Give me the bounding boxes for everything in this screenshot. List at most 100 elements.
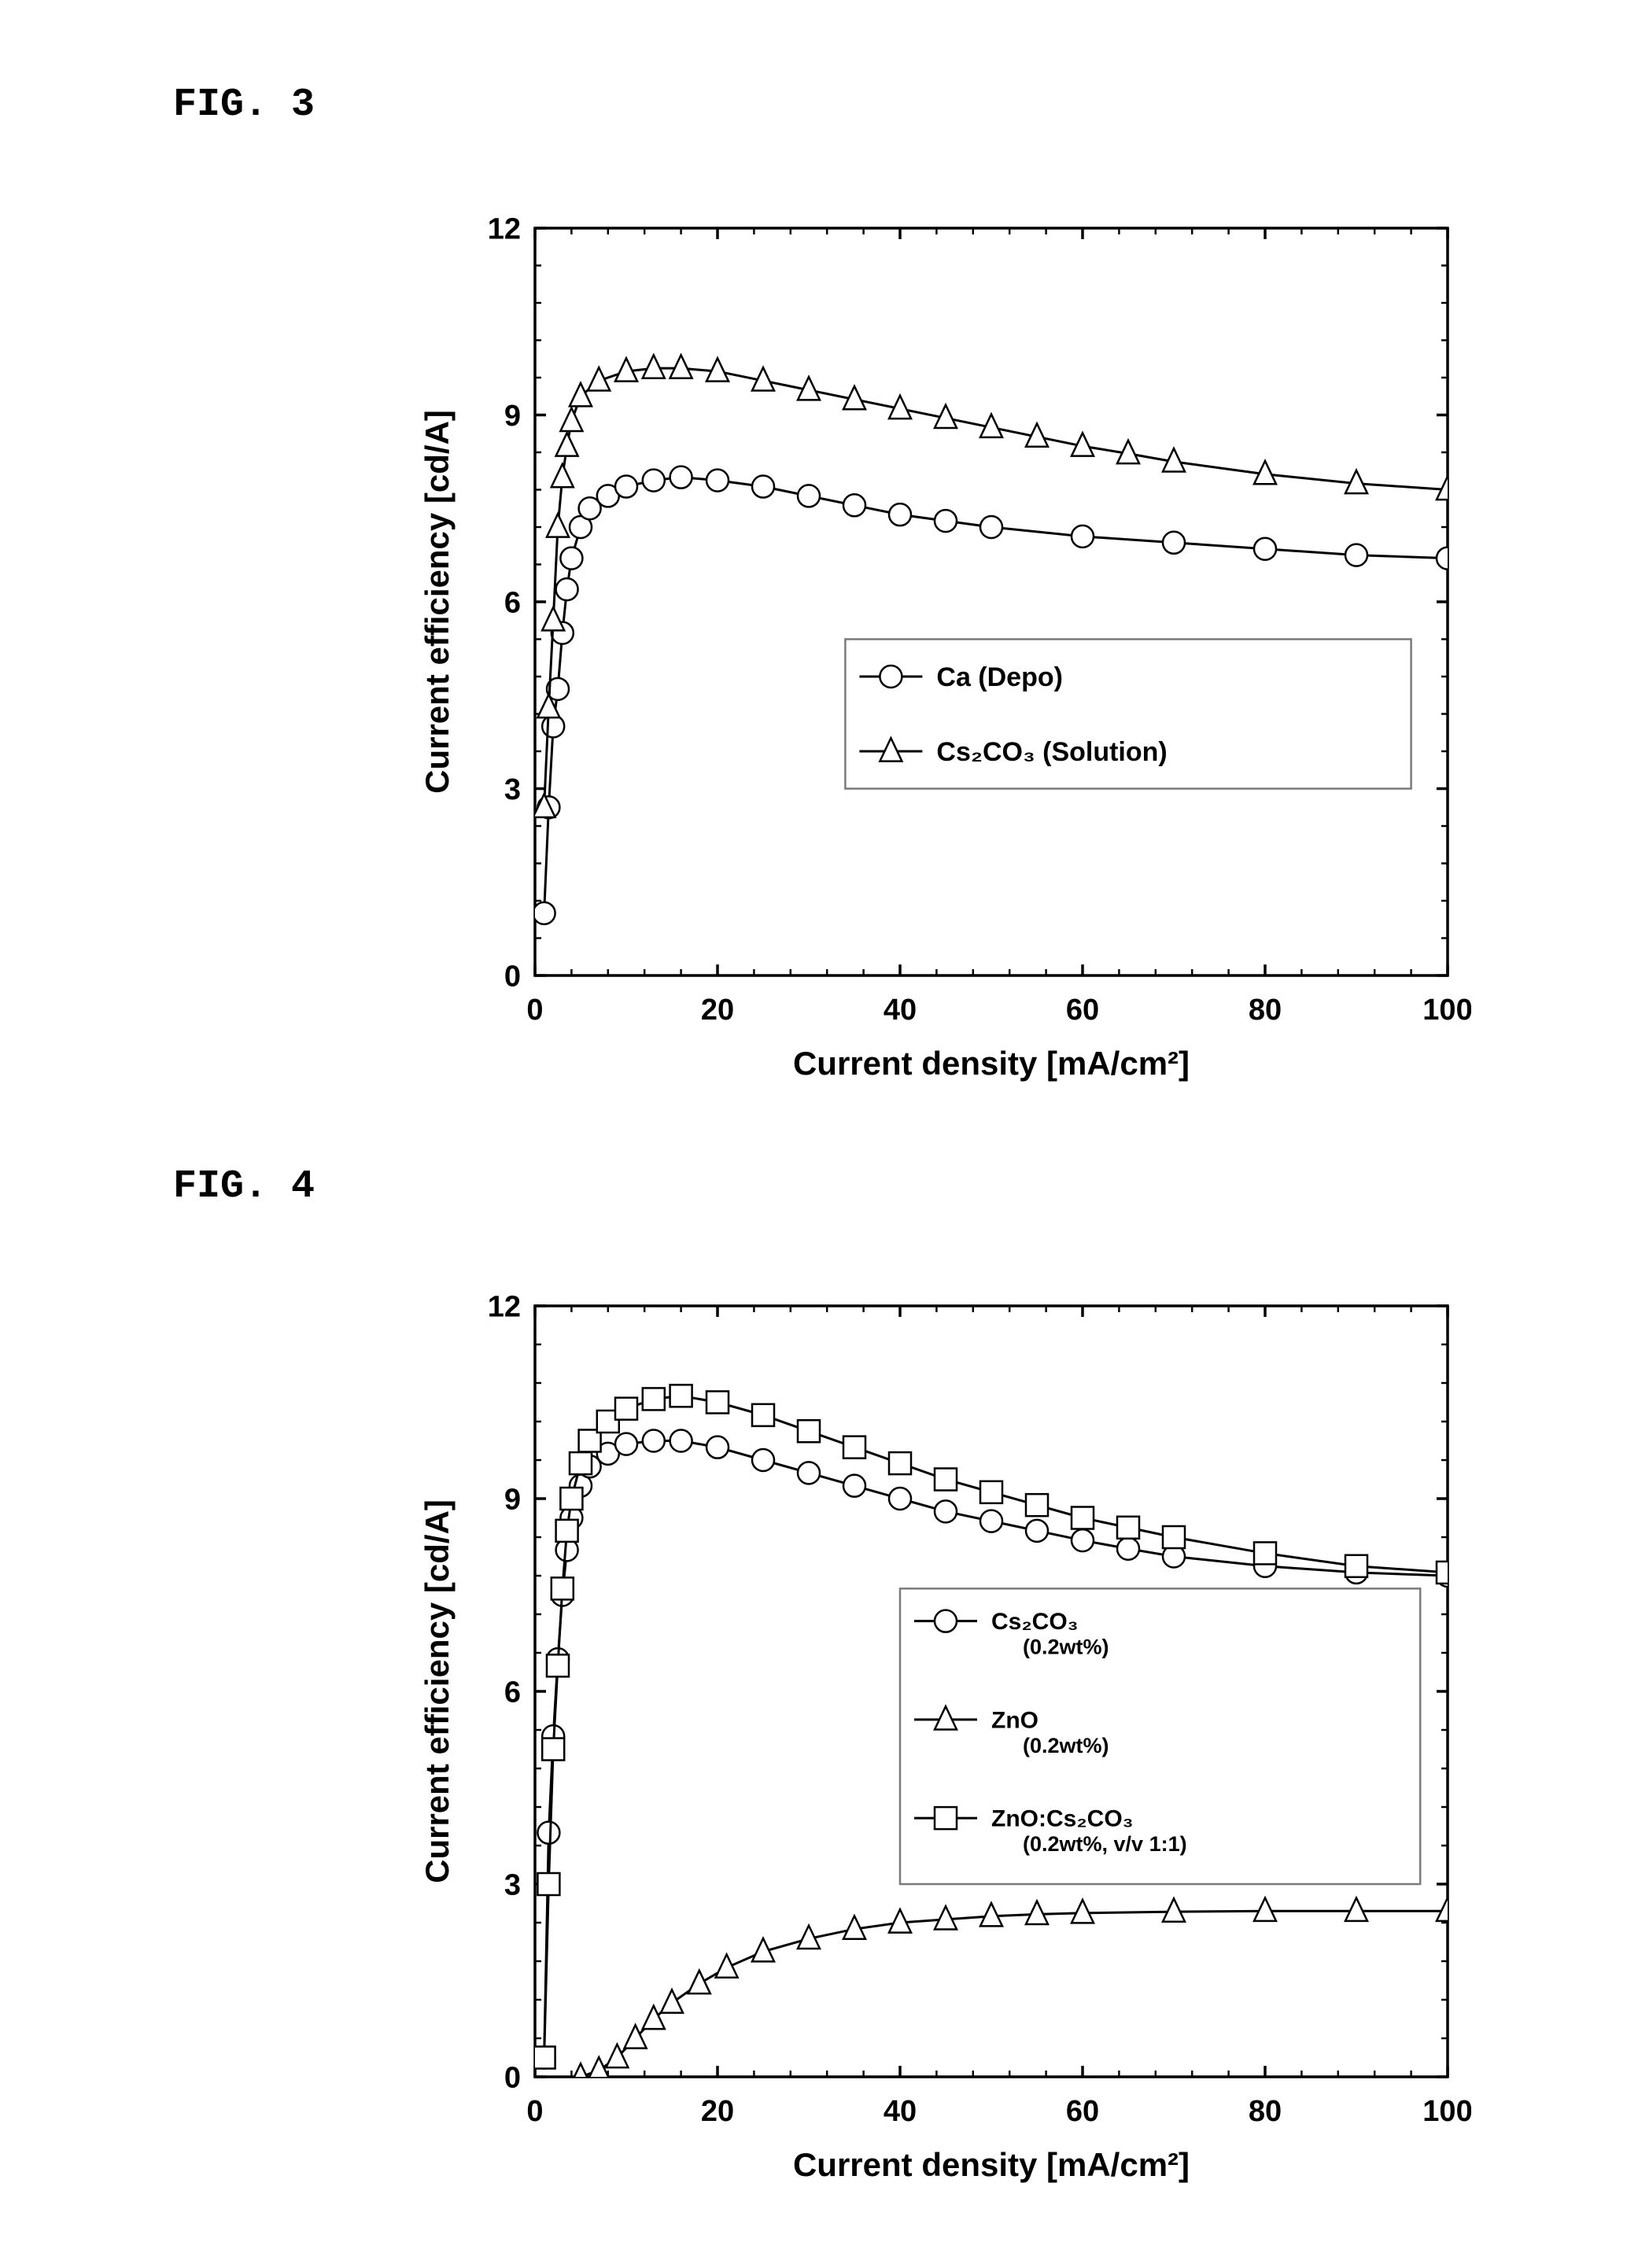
series-marker-s0	[1163, 532, 1185, 554]
series-marker-s0	[752, 1449, 774, 1471]
chart-fig4: 0 20 40 60 80 100 0 3 6 9 12 Current density [mA/cm…	[370, 1282, 1471, 2211]
series-marker-s0	[537, 1822, 559, 1844]
series-marker-s2	[560, 1488, 582, 1510]
y-tick-label: 9	[504, 400, 521, 433]
y-tick-label: 9	[504, 1483, 521, 1516]
x-axis-label: Current density [mA/cm²]	[793, 2146, 1190, 2183]
series-marker-s2	[1254, 1542, 1276, 1564]
y-tick-label: 0	[504, 2061, 521, 2094]
x-tick-label: 0	[526, 2095, 543, 2128]
series-marker-s0	[752, 476, 774, 498]
x-tick-label: 80	[1249, 2095, 1282, 2128]
x-tick-label: 60	[1066, 994, 1099, 1027]
series-marker-s2	[537, 1873, 559, 1895]
y-tick-label: 3	[504, 773, 521, 806]
legend-sample-marker	[880, 666, 902, 688]
legend-sample-marker	[935, 1610, 957, 1632]
series-marker-s2	[798, 1420, 820, 1442]
x-tick-label: 80	[1249, 994, 1282, 1027]
series-marker-s0	[980, 516, 1002, 538]
series-marker-s2	[1345, 1555, 1367, 1577]
series-marker-s2	[1437, 1562, 1459, 1584]
series-marker-s2	[1072, 1507, 1094, 1529]
figure-3-label: FIG. 3	[173, 83, 315, 127]
x-tick-label: 100	[1422, 2095, 1471, 2128]
series-marker-s0	[556, 578, 578, 600]
series-marker-s0	[670, 1430, 692, 1452]
series-marker-s2	[843, 1436, 865, 1459]
series-marker-s0	[1345, 544, 1367, 566]
series-marker-s2	[533, 2047, 555, 2069]
series-marker-s0	[542, 715, 564, 737]
series-marker-s0	[615, 476, 637, 498]
series-marker-s0	[1117, 1538, 1139, 1560]
series-marker-s0	[1072, 1529, 1094, 1551]
series-marker-s0	[560, 548, 582, 570]
x-tick-label: 20	[701, 994, 734, 1027]
series-marker-s0	[798, 485, 820, 507]
y-tick-label: 6	[504, 1676, 521, 1709]
series-marker-s0	[843, 494, 865, 516]
legend-sublabel: (0.2wt%)	[1023, 1636, 1109, 1659]
series-marker-s0	[643, 470, 665, 492]
y-axis-label: Current efficiency [cd/A]	[419, 1499, 456, 1883]
series-marker-s2	[1026, 1494, 1048, 1516]
y-tick-label: 12	[488, 1290, 521, 1323]
series-marker-s0	[1026, 1520, 1048, 1542]
plot-frame	[535, 228, 1448, 975]
x-axis-label: Current density [mA/cm²]	[793, 1045, 1190, 1082]
series-marker-s2	[670, 1385, 692, 1407]
series-marker-s2	[1117, 1517, 1139, 1539]
series-marker-s0	[935, 1500, 957, 1522]
series-marker-s2	[570, 1452, 592, 1474]
series-marker-s0	[1072, 526, 1094, 548]
series-marker-s0	[843, 1475, 865, 1497]
legend-label: Ca (Depo)	[936, 662, 1063, 692]
series-marker-s2	[980, 1481, 1002, 1503]
x-tick-label: 60	[1066, 2095, 1099, 2128]
series-marker-s2	[706, 1392, 729, 1414]
legend-sublabel: (0.2wt%)	[1023, 1734, 1109, 1757]
x-tick-label: 40	[884, 2095, 917, 2128]
series-marker-s2	[935, 1469, 957, 1491]
chart-fig3: 0 20 40 60 80 100 0 3 6 9 12 Current density [mA/cm…	[370, 205, 1471, 1109]
series-marker-s0	[889, 1488, 911, 1510]
series-marker-s2	[547, 1654, 569, 1676]
series-marker-s0	[615, 1433, 637, 1455]
series-marker-s0	[706, 1436, 729, 1459]
series-marker-s0	[1437, 548, 1459, 570]
series-marker-s2	[556, 1520, 578, 1542]
series-marker-s0	[706, 470, 729, 492]
series-marker-s2	[1163, 1526, 1185, 1548]
legend-label: ZnO:Cs₂CO₃	[991, 1806, 1134, 1832]
legend-sample-marker	[935, 1807, 957, 1829]
series-marker-s2	[552, 1577, 574, 1599]
series-marker-s0	[889, 503, 911, 526]
series-marker-s2	[643, 1388, 665, 1410]
x-tick-label: 20	[701, 2095, 734, 2128]
x-tick-label: 40	[884, 994, 917, 1027]
y-axis-label: Current efficiency [cd/A]	[419, 410, 456, 794]
y-tick-label: 12	[488, 212, 521, 245]
series-marker-s0	[1254, 538, 1276, 560]
series-marker-s0	[980, 1510, 1002, 1532]
y-tick-label: 6	[504, 586, 521, 619]
series-marker-s0	[670, 467, 692, 489]
series-marker-s0	[798, 1462, 820, 1484]
series-marker-s0	[935, 510, 957, 532]
x-tick-label: 100	[1422, 994, 1471, 1027]
legend-sublabel: (0.2wt%, v/v 1:1)	[1023, 1832, 1187, 1856]
series-marker-s2	[889, 1452, 911, 1474]
y-tick-label: 0	[504, 960, 521, 993]
series-marker-s2	[752, 1404, 774, 1426]
legend-label: Cs₂CO₃ (Solution)	[936, 737, 1167, 767]
x-tick-label: 0	[526, 994, 543, 1027]
series-marker-s2	[542, 1739, 564, 1761]
legend-label: ZnO	[991, 1707, 1039, 1733]
legend-label: Cs₂CO₃	[991, 1609, 1079, 1635]
y-tick-label: 3	[504, 1868, 521, 1901]
figure-4-label: FIG. 4	[173, 1164, 315, 1209]
series-marker-s0	[533, 902, 555, 924]
series-marker-s0	[643, 1430, 665, 1452]
series-marker-s2	[615, 1398, 637, 1420]
